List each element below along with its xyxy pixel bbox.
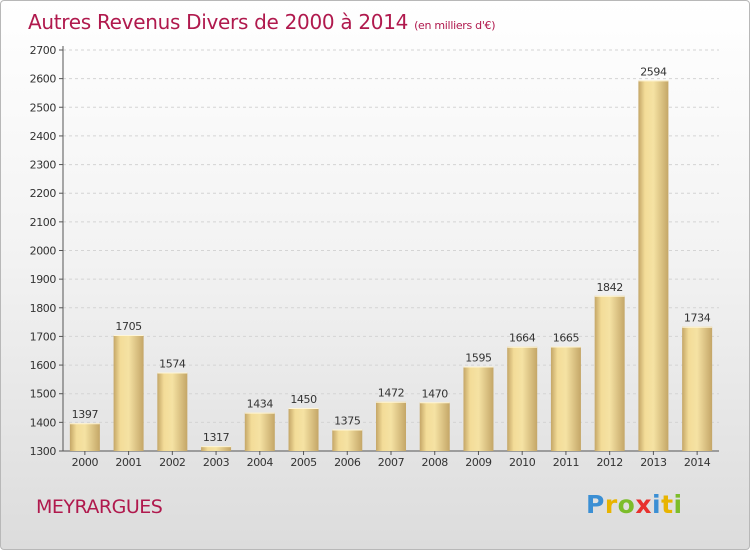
data-labels: 1397 1705 1574 1317 1434 1450 1375 1472 1470 1595… [72,65,711,444]
logo-letter: o [617,490,636,519]
logo-letter: r [604,490,618,519]
logo-letter: i [652,490,662,519]
proxiti-logo[interactable]: Proxiti [586,490,683,519]
bar [463,366,494,451]
y-tick-label: 1800 [30,302,57,315]
y-tick-label: 1700 [30,330,57,343]
x-tick-label: 2000 [72,456,99,469]
data-label: 1595 [465,352,492,365]
logo-letter: x [635,490,652,519]
y-tick-label: 1400 [30,416,57,429]
x-tick-label: 2012 [596,456,622,469]
location-label: MEYRARGUES [36,496,163,518]
data-label: 1470 [422,387,449,400]
data-label: 1842 [596,281,622,294]
data-label: 1397 [72,408,99,421]
bar [419,402,450,451]
y-tick-label: 2400 [30,130,57,143]
y-tick-label: 1900 [30,273,57,286]
x-tick-label: 2011 [553,456,579,469]
data-label: 1434 [247,398,274,411]
logo-letter: P [586,490,605,519]
data-label: 1375 [334,415,361,428]
y-tick-label: 1300 [30,445,57,458]
x-tick-label: 2010 [509,456,536,469]
chart-subtitle: (en milliers d'€) [414,19,496,32]
y-tick-label: 2100 [30,216,57,229]
data-label: 1472 [378,387,404,400]
data-label: 1665 [553,331,580,344]
x-tick-label: 2008 [422,456,449,469]
data-label: 1574 [159,358,186,371]
axes: 1300 1400 1500 1600 1700 1800 1900 2000 2100 2200… [30,44,719,469]
y-tick-label: 1500 [30,388,57,401]
x-tick-label: 2013 [640,456,667,469]
bar [376,401,406,451]
bar [201,446,232,451]
chart-title: Autres Revenus Divers de 2000 à 2014 (en … [28,10,496,34]
data-label: 1705 [115,320,142,333]
bar [244,412,275,451]
bar [638,80,669,452]
bar [288,408,319,451]
bar [113,334,144,451]
x-tick-label: 2007 [378,456,405,469]
x-tick-label: 2005 [290,456,317,469]
bar [69,423,100,451]
title-text: Autres Revenus Divers de 2000 à 2014 [28,10,409,34]
data-label: 1450 [290,393,317,406]
data-label: 1734 [684,312,711,325]
x-tick-label: 2014 [684,456,711,469]
y-tick-label: 2700 [30,44,57,57]
bar [332,429,363,451]
data-label: 2594 [640,65,667,78]
x-tick-label: 2006 [334,456,361,469]
data-label: 1317 [203,431,230,444]
y-tick-label: 2500 [30,101,57,114]
x-tick-label: 2004 [247,456,274,469]
bar [550,346,581,451]
y-tick-label: 1600 [30,359,57,372]
y-tick-label: 2000 [30,245,57,258]
bar [594,295,625,451]
y-tick-label: 2300 [30,159,57,172]
x-tick-label: 2009 [465,456,492,469]
bar [507,346,538,451]
bars [69,80,713,452]
logo-letter: i [673,490,683,519]
x-tick-label: 2003 [203,456,230,469]
data-label: 1664 [509,332,536,345]
x-tick-label: 2001 [115,456,141,469]
bar [682,326,713,451]
bar [157,372,188,451]
y-tick-label: 2200 [30,187,57,200]
x-tick-label: 2002 [159,456,185,469]
logo-letter: t [661,490,674,519]
y-tick-label: 2600 [30,73,57,86]
